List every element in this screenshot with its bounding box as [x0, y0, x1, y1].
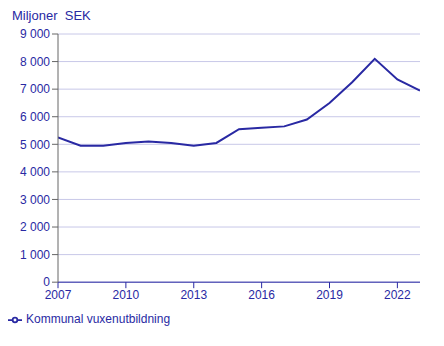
svg-text:1 000: 1 000: [20, 248, 50, 262]
svg-text:9 000: 9 000: [20, 27, 50, 41]
svg-text:2007: 2007: [45, 288, 72, 302]
svg-text:4 000: 4 000: [20, 165, 50, 179]
svg-text:3 000: 3 000: [20, 193, 50, 207]
svg-text:2022: 2022: [384, 288, 411, 302]
svg-text:7 000: 7 000: [20, 82, 50, 96]
svg-text:2013: 2013: [180, 288, 207, 302]
svg-text:2019: 2019: [316, 288, 343, 302]
html-text:Kommunal vuxenutbildning: Kommunal vuxenutbildning: [26, 312, 171, 327]
svg-text:2 000: 2 000: [20, 220, 50, 234]
svg-text:8 000: 8 000: [20, 55, 50, 69]
svg-text:2016: 2016: [248, 288, 275, 302]
svg-text:6 000: 6 000: [20, 110, 50, 124]
svg-text:2010: 2010: [113, 288, 140, 302]
svg-text:5 000: 5 000: [20, 138, 50, 152]
html-text:Miljoner SEK: Miljoner SEK: [12, 8, 91, 23]
svg-text:0: 0: [43, 275, 50, 289]
